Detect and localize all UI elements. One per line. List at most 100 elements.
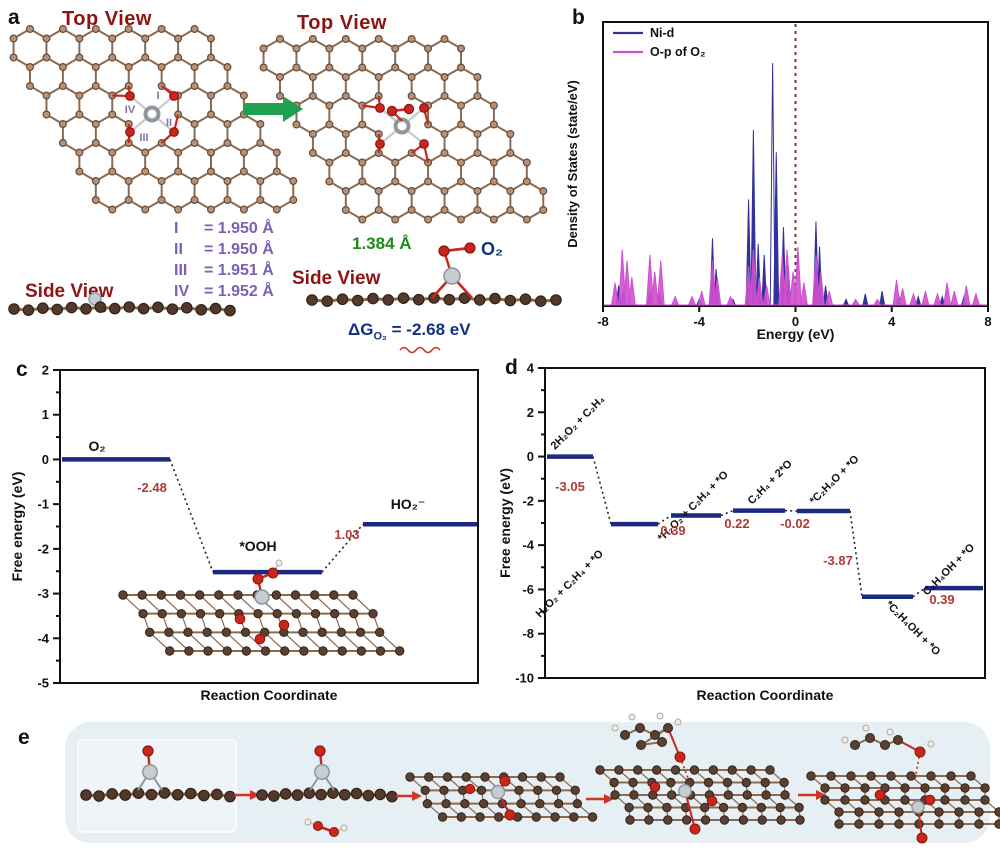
bond-roman: II	[174, 241, 183, 258]
roman-numeral-label: I	[156, 90, 159, 102]
y-tick-label: -3	[37, 586, 49, 601]
adsorption-energy-text: ΔGO₂ = -2.68 eV	[348, 320, 471, 342]
dos-peak	[842, 298, 850, 306]
mechanism-strip	[77, 712, 1000, 844]
y-axis-title: Density of States (state/eV)	[565, 80, 580, 248]
y-tick-label: -1	[37, 497, 49, 512]
step-value: -2.48	[137, 480, 167, 495]
dos-series-o-p	[604, 246, 987, 306]
y-tick-label: 0	[42, 452, 49, 467]
x-tick-label: -4	[693, 314, 705, 329]
dos-peak	[971, 292, 981, 306]
y-tick-label: 0	[527, 449, 534, 464]
bond-roman: I	[174, 220, 179, 237]
nickel-atom	[143, 105, 161, 123]
y-tick-label: 4	[527, 361, 535, 376]
y-axis-title: Free energy (eV)	[9, 472, 25, 582]
level-label: 2H₂O₂ + C₂H₄	[549, 393, 608, 452]
level-label: O₂	[88, 438, 105, 454]
nickel-atom	[393, 117, 411, 135]
dos-peak	[879, 291, 886, 306]
bond-roman: IV	[174, 283, 190, 300]
x-axis-title: Reaction Coordinate	[201, 687, 338, 703]
dos-peak	[671, 295, 680, 306]
delta-g-symbol: ΔG	[348, 320, 374, 339]
step-value: -3.87	[823, 553, 853, 568]
x-tick-label: 4	[888, 314, 896, 329]
dos-peak	[687, 295, 697, 306]
top-view-left-title: Top View	[62, 8, 152, 30]
y-tick-label: 2	[42, 363, 49, 378]
inset-ooh-structure	[118, 559, 405, 656]
mechanism-step-4	[595, 712, 805, 835]
step-connector	[720, 509, 734, 517]
legend-label: Ni-d	[650, 26, 674, 40]
dos-peak	[645, 254, 654, 306]
bond-roman: III	[174, 262, 188, 279]
bond-length-item: I = 1.950 Å	[174, 218, 274, 239]
bond-length-item: III = 1.951 Å	[174, 260, 274, 281]
mechanism-step-1	[80, 745, 236, 803]
dos-peak	[623, 260, 632, 306]
level-label: *C₂H₄O + *O	[808, 453, 862, 507]
side-view-right-title: Side View	[292, 268, 381, 289]
bond-value: = 1.951 Å	[204, 262, 274, 279]
dos-peak	[755, 277, 764, 306]
lattice-top-view-right	[259, 34, 548, 224]
dos-peak	[825, 290, 834, 306]
dos-peak	[933, 292, 942, 306]
dos-chart: -8 -4 0 4 8 Ni-d O-p of O₂ Energy (eV) Density o…	[565, 21, 992, 342]
roman-numeral-label: IV	[125, 104, 136, 116]
dos-peak	[851, 298, 860, 306]
step-value: 0.39	[660, 523, 685, 538]
side-view-right-structure	[306, 242, 562, 308]
step-connector	[592, 456, 612, 525]
panel-c-label: c	[16, 358, 28, 381]
y-tick-label: -8	[522, 626, 534, 641]
y-tick-label: 1	[42, 407, 49, 422]
dos-peak	[656, 260, 665, 306]
x-tick-label: 8	[984, 314, 991, 329]
y-tick-label: -2	[522, 493, 534, 508]
level-label: HO₂⁻	[391, 496, 426, 512]
step-connector	[912, 587, 926, 598]
step-value: 1.03	[334, 527, 359, 542]
step-connector	[321, 523, 364, 573]
dos-peak	[950, 290, 959, 306]
dos-peak	[898, 288, 907, 306]
step-connector	[849, 510, 863, 597]
bond-length-list: I = 1.950 Å II = 1.950 Å III = 1.951 Å IV = …	[174, 218, 274, 302]
x-tick-label: -8	[597, 314, 609, 329]
orr-energy-diagram: 2 1 0 -1 -2 -3 -4 -5 O₂ *OOH HO₂⁻ -2.48 1.03 Reaction…	[9, 363, 479, 703]
y-tick-label: 2	[527, 405, 534, 420]
panel-e-label: e	[18, 726, 30, 749]
dos-peak	[812, 254, 820, 306]
level-label: *C₂H₄OH + *O	[883, 599, 943, 659]
bond-length-item: IV = 1.952 Å	[174, 281, 274, 302]
y-axis-title: Free energy (eV)	[497, 468, 513, 578]
legend: Ni-d O-p of O₂	[613, 26, 706, 59]
roman-numeral-label: III	[139, 132, 148, 144]
x-tick-label: 0	[792, 314, 799, 329]
bond-value: = 1.952 Å	[204, 283, 274, 300]
level-label: *OOH	[239, 538, 276, 554]
dos-peak	[726, 295, 735, 306]
transformation-arrow	[243, 96, 303, 122]
mechanism-step-5	[806, 724, 1000, 844]
dos-peak	[783, 249, 792, 306]
y-tick-label: -10	[515, 671, 534, 686]
panel-a-label: a	[8, 6, 20, 29]
step-connector	[169, 459, 214, 573]
dos-peak	[816, 271, 825, 306]
step-value: -3.05	[555, 479, 585, 494]
step-value: -0.02	[780, 516, 810, 531]
delta-g-subscript: O₂	[373, 330, 387, 343]
bond-length-item: II = 1.950 Å	[174, 239, 274, 260]
dos-peak	[697, 290, 706, 306]
mechanism-step-3	[405, 772, 598, 822]
dos-peak	[627, 277, 636, 306]
